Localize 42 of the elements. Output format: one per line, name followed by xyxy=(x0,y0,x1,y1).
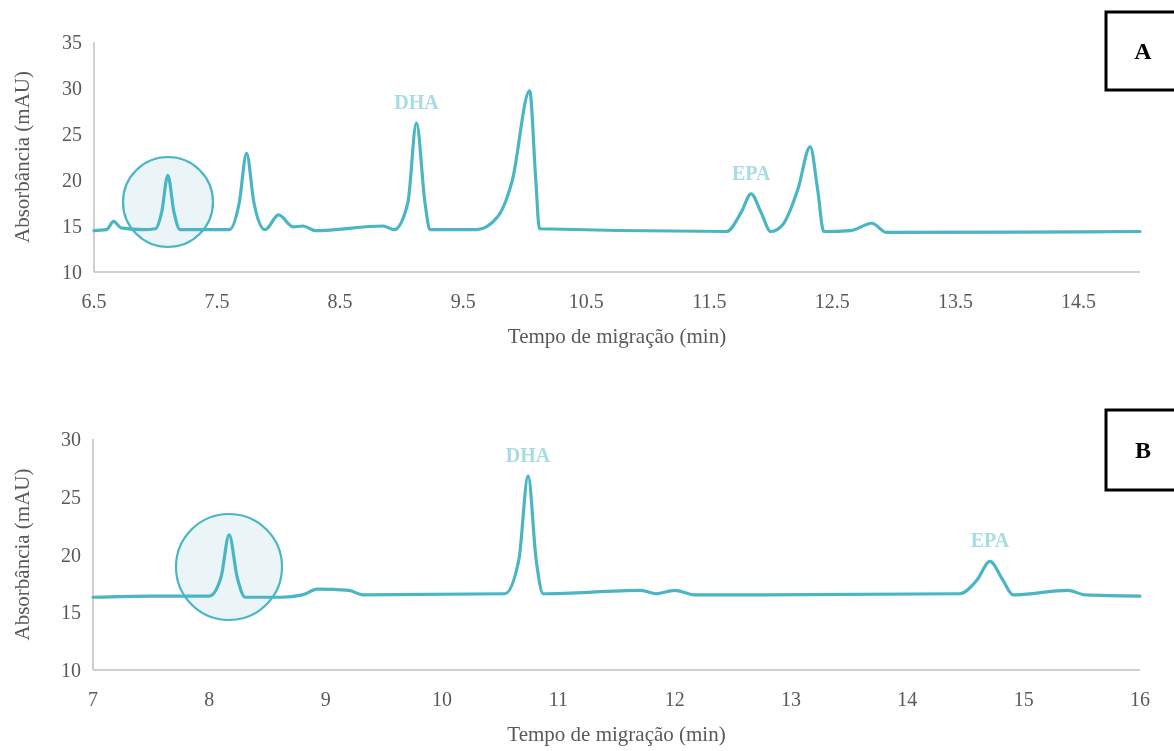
x-tick-label: 12 xyxy=(664,688,685,710)
line-series xyxy=(91,474,1142,599)
x-tick-label: 7.5 xyxy=(204,290,230,312)
annotation: DHA xyxy=(394,90,440,113)
y-axis-title: Absorbância (mAU) xyxy=(10,70,34,244)
chart-title: B xyxy=(1134,437,1152,463)
x-tick-label: 12.5 xyxy=(814,290,850,312)
x-axis-title: Tempo de migração (min) xyxy=(507,324,727,348)
x-tick-label: 16 xyxy=(1130,688,1150,710)
y-tick-label: 20 xyxy=(61,543,81,566)
chart-title: A xyxy=(1134,38,1153,64)
y-tick-label: 25 xyxy=(62,123,82,145)
x-tick-label: 13.5 xyxy=(937,290,973,312)
x-tick-label: 11 xyxy=(548,688,568,710)
x-tick-label: 10.5 xyxy=(568,290,604,312)
y-tick-label: 10 xyxy=(62,261,82,283)
line-series xyxy=(92,89,1142,235)
x-tick-label: 14.5 xyxy=(1060,290,1096,312)
x-tick-label: 14 xyxy=(897,688,918,710)
x-tick-label: 6.5 xyxy=(81,290,107,312)
x-axis-title: Tempo de migração (min) xyxy=(507,722,726,746)
x-tick-label: 9 xyxy=(320,688,331,710)
x-tick-label: 15 xyxy=(1013,688,1034,710)
annotation: DHA xyxy=(505,443,551,466)
x-tick-label: 13 xyxy=(781,688,801,710)
y-tick-label: 10 xyxy=(61,659,81,681)
annotation: EPA xyxy=(970,529,1010,552)
x-tick-label: 8 xyxy=(204,688,215,710)
y-axis-title: Absorbância (mAU) xyxy=(10,468,34,641)
y-tick-label: 30 xyxy=(62,77,82,99)
y-tick-label: 20 xyxy=(62,169,82,191)
x-tick-label: 9.5 xyxy=(450,290,476,312)
x-tick-label: 10 xyxy=(432,688,452,710)
x-tick-label: 11.5 xyxy=(692,290,727,312)
x-tick-label: 8.5 xyxy=(327,290,353,312)
y-tick-label: 25 xyxy=(61,485,81,508)
y-tick-label: 30 xyxy=(61,428,81,450)
x-tick-label: 7 xyxy=(88,688,98,710)
annotation: EPA xyxy=(731,161,771,184)
y-tick-label: 35 xyxy=(62,31,82,53)
y-tick-label: 15 xyxy=(61,601,81,624)
y-tick-label: 15 xyxy=(62,215,82,237)
